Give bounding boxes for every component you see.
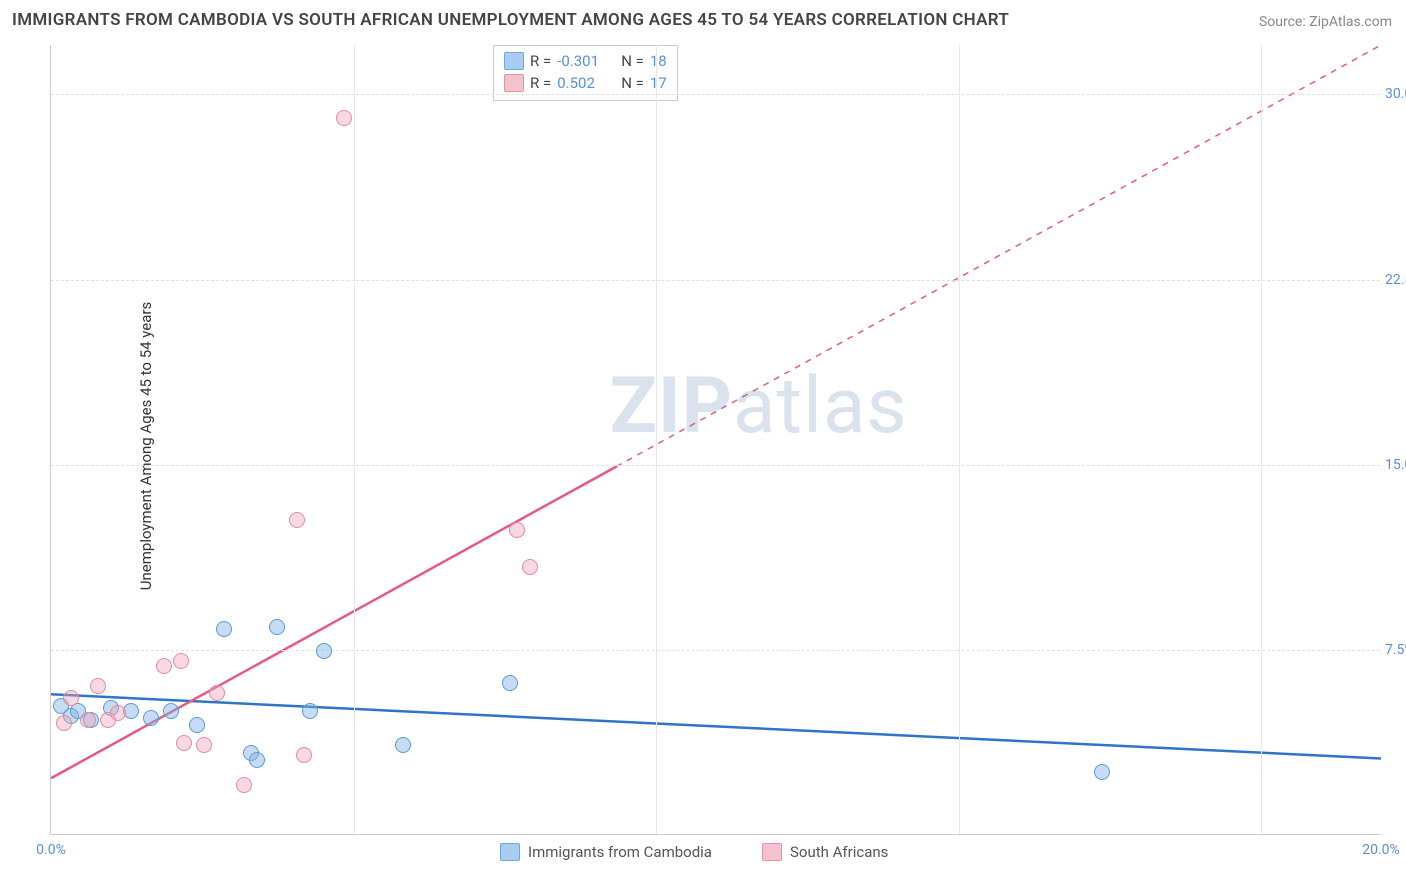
- n-value: 18: [650, 52, 667, 70]
- legend-swatch: [504, 52, 524, 70]
- scatter-point: [173, 653, 189, 669]
- n-label: N =: [621, 74, 644, 92]
- grid-line-v: [1261, 45, 1262, 834]
- source-label: Source: ZipAtlas.com: [1259, 14, 1392, 30]
- scatter-point: [90, 678, 106, 694]
- r-value: -0.301: [557, 52, 615, 70]
- grid-line-h: [51, 94, 1380, 95]
- r-value: 0.502: [557, 74, 615, 92]
- scatter-point: [56, 715, 72, 731]
- r-label: R =: [530, 52, 551, 70]
- scatter-point: [502, 675, 518, 691]
- n-label: N =: [621, 52, 644, 70]
- grid-line-h: [51, 280, 1380, 281]
- scatter-point: [1094, 764, 1110, 780]
- n-value: 17: [650, 74, 667, 92]
- grid-line-v: [354, 45, 355, 834]
- watermark-light: atlas: [733, 361, 908, 452]
- grid-line-v: [959, 45, 960, 834]
- scatter-point: [336, 110, 352, 126]
- scatter-point: [289, 512, 305, 528]
- scatter-point: [395, 737, 411, 753]
- scatter-point: [269, 619, 285, 635]
- legend-swatch: [504, 74, 524, 92]
- scatter-point: [209, 685, 225, 701]
- trend-lines-svg: [51, 45, 1381, 835]
- grid-line-h: [51, 650, 1380, 651]
- scatter-point: [296, 747, 312, 763]
- scatter-point: [249, 752, 265, 768]
- scatter-point: [156, 658, 172, 674]
- scatter-point: [110, 705, 126, 721]
- correlation-stats-box: R = -0.301 N = 18 R = 0.502 N = 17: [493, 45, 678, 101]
- legend-swatch: [762, 843, 782, 861]
- grid-line-h: [51, 465, 1380, 466]
- scatter-point: [316, 643, 332, 659]
- stats-row: R = 0.502 N = 17: [504, 72, 667, 94]
- scatter-point: [196, 737, 212, 753]
- watermark: ZIPatlas: [610, 361, 908, 452]
- scatter-point: [80, 712, 96, 728]
- scatter-point: [176, 735, 192, 751]
- trend-line-dashed: [616, 45, 1381, 467]
- y-tick-label: 7.5%: [1385, 642, 1406, 658]
- scatter-point: [236, 777, 252, 793]
- legend-label: South Africans: [790, 843, 888, 861]
- legend-swatch: [500, 843, 520, 861]
- scatter-point: [302, 703, 318, 719]
- scatter-point: [216, 621, 232, 637]
- legend-label: Immigrants from Cambodia: [528, 843, 712, 861]
- scatter-point: [63, 690, 79, 706]
- stats-row: R = -0.301 N = 18: [504, 50, 667, 72]
- x-tick-label: 20.0%: [1362, 842, 1400, 858]
- scatter-point: [163, 703, 179, 719]
- chart-title: IMMIGRANTS FROM CAMBODIA VS SOUTH AFRICA…: [12, 10, 1009, 30]
- scatter-point: [522, 559, 538, 575]
- scatter-point: [143, 710, 159, 726]
- watermark-bold: ZIP: [610, 361, 733, 452]
- r-label: R =: [530, 74, 551, 92]
- grid-line-v: [656, 45, 657, 834]
- trend-line: [51, 467, 616, 779]
- x-tick-label: 0.0%: [36, 842, 66, 858]
- y-tick-label: 15.0%: [1385, 457, 1406, 473]
- y-tick-label: 22.5%: [1385, 272, 1406, 288]
- y-tick-label: 30.0%: [1385, 86, 1406, 102]
- chart-plot-area: ZIPatlas R =-0.301N =18R =0.502N =17 7.5…: [50, 45, 1380, 835]
- legend-item: South Africans: [762, 843, 888, 861]
- legend-item: Immigrants from Cambodia: [500, 843, 712, 861]
- scatter-point: [509, 522, 525, 538]
- scatter-point: [189, 717, 205, 733]
